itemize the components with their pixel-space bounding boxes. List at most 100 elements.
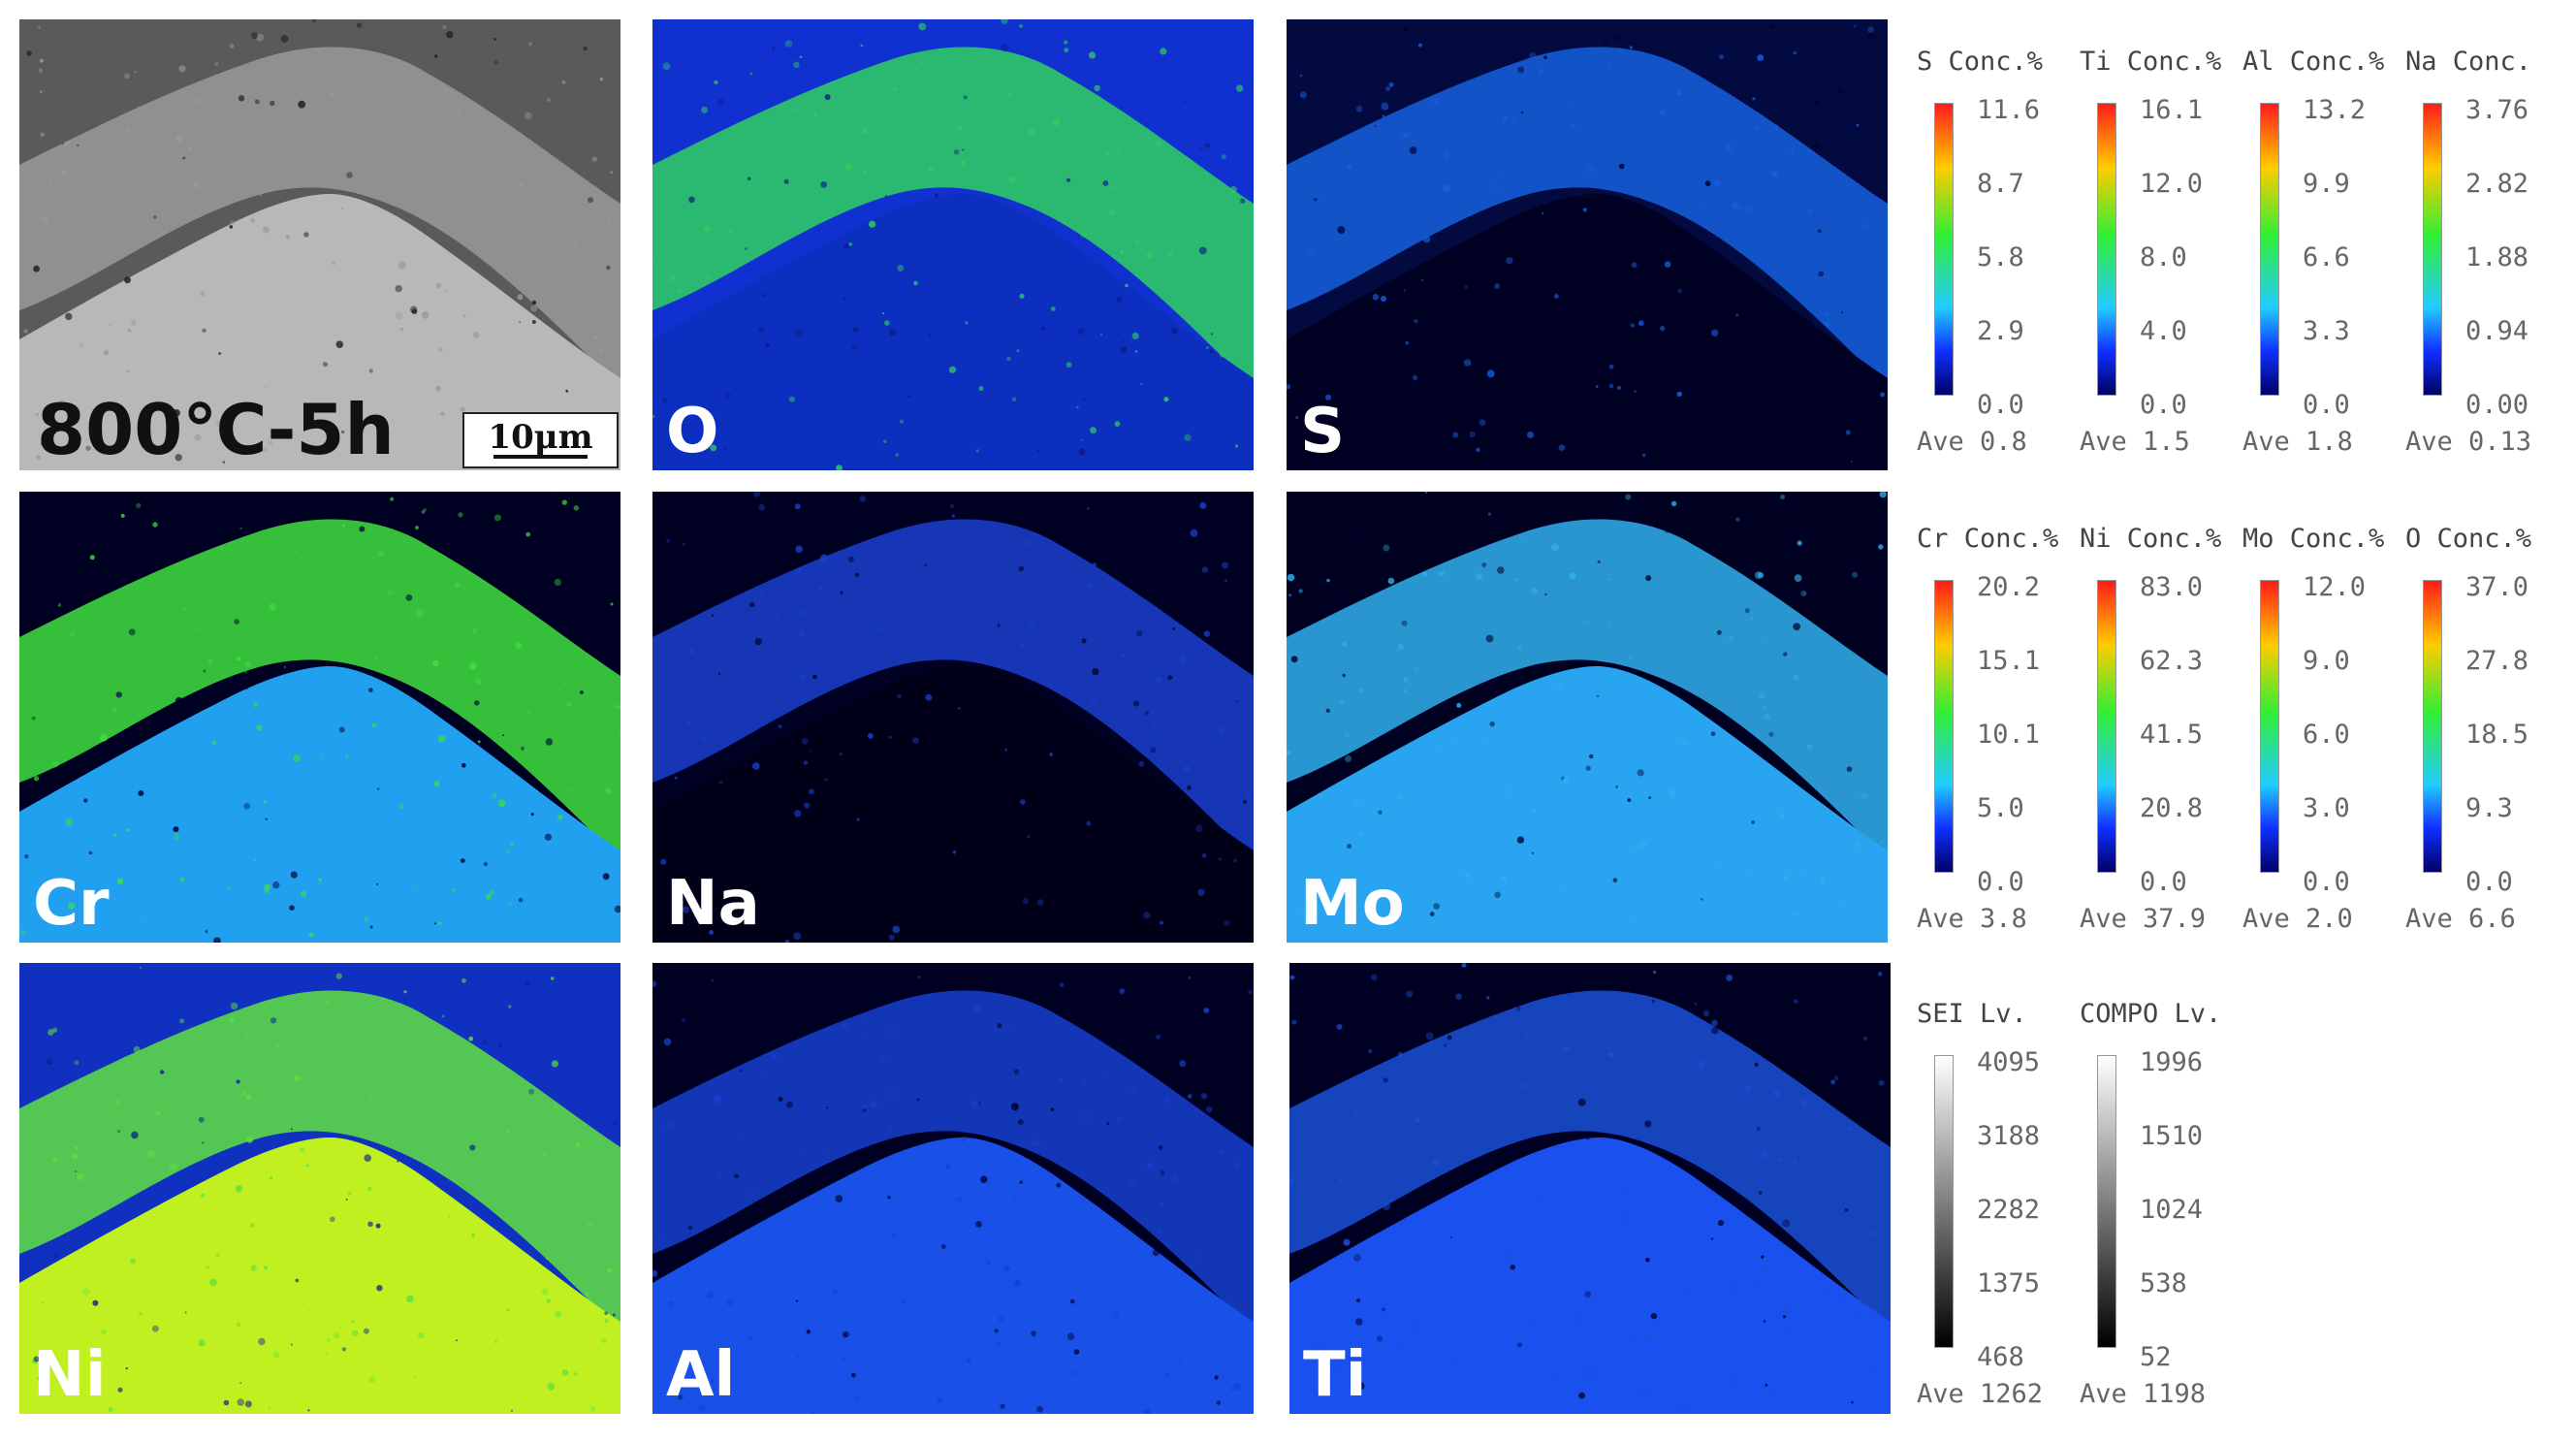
texture-speckle (1846, 1020, 1854, 1027)
texture-speckle (140, 917, 143, 921)
texture-speckle (582, 1264, 585, 1266)
texture-speckle (1433, 903, 1440, 910)
texture-speckle (112, 707, 118, 714)
texture-speckle (324, 999, 330, 1005)
texture-speckle (307, 1409, 310, 1412)
texture-speckle (714, 80, 718, 85)
texture-speckle (235, 1185, 243, 1193)
texture-speckle (1339, 699, 1345, 706)
texture-speckle (778, 1096, 783, 1102)
texture-speckle (53, 1253, 58, 1258)
texture-speckle (246, 1136, 254, 1143)
texture-speckle (824, 778, 828, 782)
texture-speckle (894, 718, 898, 722)
texture-speckle (1797, 540, 1802, 546)
tick-label: 1024 (2140, 1195, 2204, 1225)
texture-speckle (950, 503, 955, 509)
texture-speckle (115, 1100, 120, 1105)
texture-speckle (61, 143, 64, 145)
legend-mo-conc: Mo Conc.% 12.0 9.0 6.0 3.0 0.0 Ave 2.0 (2241, 524, 2403, 950)
texture-speckle (493, 514, 501, 522)
texture-speckle (711, 1378, 716, 1384)
texture-speckle (1826, 1289, 1831, 1296)
texture-speckle (517, 294, 524, 301)
texture-speckle (1203, 1008, 1210, 1013)
texture-speckle (748, 1336, 753, 1342)
texture-speckle (1339, 1178, 1343, 1182)
texture-speckle (907, 395, 911, 399)
texture-speckle (213, 937, 221, 943)
texture-speckle (1735, 517, 1740, 522)
texture-speckle (1582, 208, 1587, 212)
texture-speckle (606, 265, 611, 271)
texture-speckle (1607, 1051, 1614, 1058)
substrate-core (652, 1138, 1254, 1414)
texture-speckle (1134, 350, 1138, 353)
texture-speckle (1417, 43, 1422, 48)
texture-speckle (342, 524, 346, 528)
texture-speckle (1143, 1408, 1151, 1414)
texture-speckle (1087, 507, 1090, 510)
texture-speckle (1242, 799, 1248, 805)
texture-speckle (749, 72, 753, 76)
texture-speckle (205, 930, 208, 934)
map-panel-na: Na (652, 492, 1254, 943)
texture-speckle (918, 22, 927, 31)
texture-speckle (1316, 1391, 1320, 1395)
texture-speckle (971, 1100, 979, 1108)
texture-speckle (1703, 1213, 1708, 1218)
texture-speckle (1740, 298, 1748, 304)
substrate-core (19, 1138, 620, 1414)
texture-speckle (294, 551, 297, 554)
texture-speckle (40, 132, 45, 137)
texture-speckle (184, 1311, 187, 1314)
texture-speckle (688, 648, 695, 655)
legend-title: S Conc.% (1917, 47, 2044, 77)
texture-speckle (147, 1150, 155, 1158)
texture-speckle (867, 732, 874, 739)
tick-label: 2.82 (2465, 169, 2529, 199)
texture-speckle (455, 582, 461, 588)
texture-speckle (1836, 86, 1844, 95)
texture-speckle (1477, 442, 1479, 445)
texture-speckle (1321, 454, 1324, 458)
texture-speckle (1792, 1158, 1797, 1164)
texture-speckle (871, 1101, 878, 1108)
texture-speckle (432, 659, 439, 666)
texture-speckle (1120, 346, 1128, 354)
element-map-o (652, 19, 1254, 470)
texture-speckle (222, 461, 225, 464)
texture-speckle (65, 312, 73, 321)
texture-speckle (1744, 206, 1753, 214)
texture-speckle (243, 802, 250, 810)
texture-speckle (795, 1299, 799, 1302)
texture-speckle (863, 170, 867, 174)
texture-speckle (678, 1394, 684, 1400)
texture-speckle (1627, 798, 1632, 802)
texture-speckle (1783, 875, 1789, 881)
substrate-core (1287, 666, 1888, 943)
texture-speckle (113, 833, 117, 837)
texture-speckle (1551, 543, 1559, 552)
texture-speckle (211, 740, 216, 746)
texture-speckle (1484, 739, 1489, 744)
texture-speckle (832, 1289, 838, 1295)
texture-speckle (754, 637, 762, 646)
tick-label: 5.8 (1977, 242, 2024, 272)
texture-speckle (1642, 287, 1649, 293)
texture-speckle (1203, 630, 1211, 637)
texture-speckle (1531, 808, 1537, 814)
texture-speckle (1081, 1081, 1086, 1086)
texture-speckle (82, 1288, 90, 1296)
texture-speckle (1301, 911, 1307, 916)
texture-speckle (1506, 257, 1513, 265)
texture-speckle (1144, 711, 1150, 716)
texture-speckle (285, 235, 291, 240)
texture-speckle (1403, 289, 1406, 292)
texture-speckle (958, 707, 961, 710)
tick-label: 12.0 (2303, 572, 2367, 602)
texture-speckle (1633, 1335, 1638, 1341)
texture-speckle (1773, 124, 1779, 130)
texture-speckle (810, 1411, 814, 1414)
texture-speckle (1409, 146, 1417, 154)
